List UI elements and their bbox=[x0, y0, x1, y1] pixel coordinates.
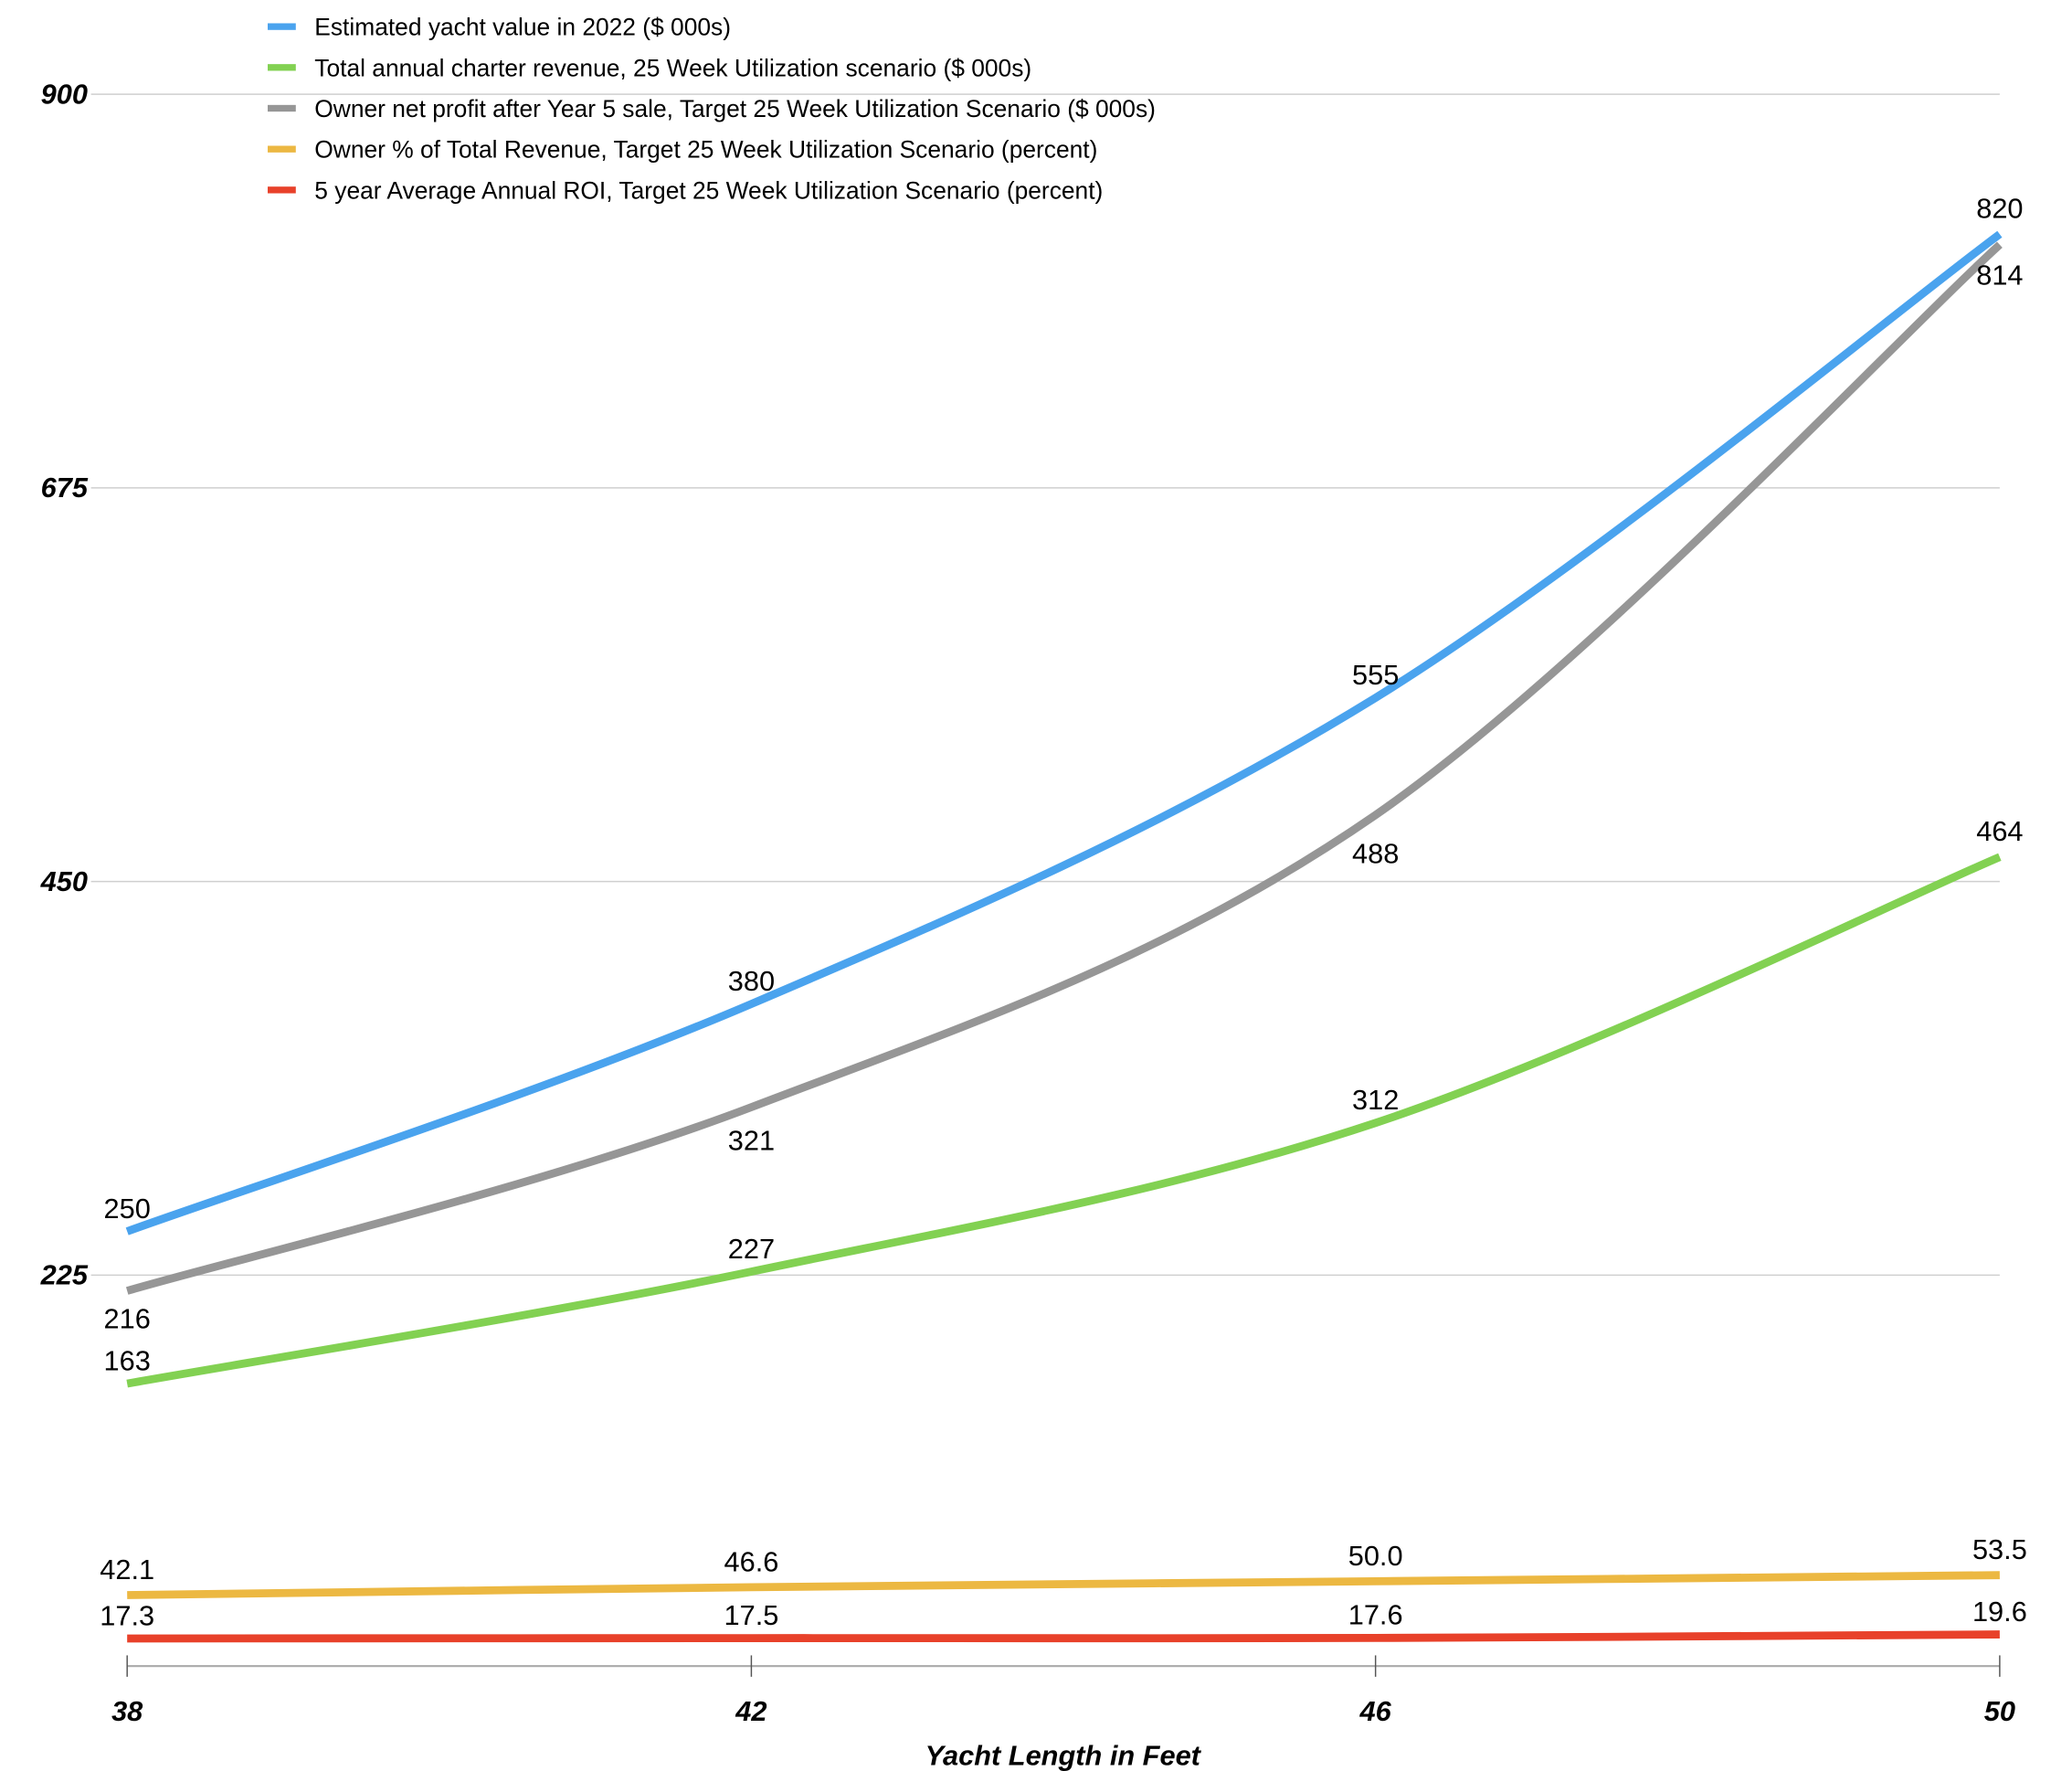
y-tick-label: 675 bbox=[41, 472, 89, 504]
series-line-4 bbox=[127, 1571, 2000, 1599]
x-axis-title: Yacht Length in Feet bbox=[925, 1740, 1202, 1771]
x-tick-label: 46 bbox=[1359, 1695, 1392, 1727]
series-line-1 bbox=[125, 230, 2003, 1235]
series-line-2 bbox=[126, 853, 2002, 1388]
legend-entry-3: Owner net profit after Year 5 sale, Targ… bbox=[314, 95, 1156, 122]
legend-swatch-4 bbox=[268, 145, 296, 153]
legend: Estimated yacht value in 2022 ($ 000s) To… bbox=[268, 14, 1156, 204]
data-label: 17.5 bbox=[724, 1599, 778, 1631]
data-label: 814 bbox=[1976, 260, 2023, 292]
data-label: 321 bbox=[728, 1124, 775, 1156]
data-labels: 250 380 555 820 163 227 312 464 216 321 488 814 42.1… bbox=[100, 193, 2027, 1632]
legend-swatch-2 bbox=[268, 64, 296, 71]
y-tick-label: 900 bbox=[41, 78, 88, 110]
data-label: 216 bbox=[104, 1303, 151, 1335]
legend-entry-5: 5 year Average Annual ROI, Target 25 Wee… bbox=[314, 176, 1103, 204]
data-label: 42.1 bbox=[100, 1554, 154, 1585]
data-label: 820 bbox=[1976, 193, 2023, 225]
data-label: 312 bbox=[1352, 1084, 1399, 1116]
data-label: 19.6 bbox=[1972, 1596, 2027, 1628]
legend-entry-1: Estimated yacht value in 2022 ($ 000s) bbox=[314, 14, 731, 41]
data-label: 163 bbox=[104, 1344, 151, 1376]
legend-entry-2: Total annual charter revenue, 25 Week Ut… bbox=[314, 54, 1031, 81]
y-axis: 225 450 675 900 bbox=[40, 78, 89, 1290]
x-tick-label: 38 bbox=[111, 1695, 143, 1727]
data-label: 250 bbox=[104, 1193, 151, 1225]
legend-swatch-1 bbox=[268, 23, 296, 30]
data-label: 17.3 bbox=[100, 1599, 154, 1631]
x-axis: 38 42 46 50 bbox=[111, 1655, 2015, 1727]
gridlines bbox=[90, 93, 2000, 1277]
data-label: 50.0 bbox=[1348, 1540, 1403, 1572]
data-label: 17.6 bbox=[1348, 1599, 1403, 1631]
y-tick-label: 450 bbox=[40, 865, 88, 897]
series-lines bbox=[125, 230, 2003, 1643]
legend-swatch-5 bbox=[268, 186, 296, 194]
x-tick-label: 50 bbox=[1984, 1695, 2015, 1727]
data-label: 555 bbox=[1352, 659, 1399, 691]
data-label: 53.5 bbox=[1972, 1533, 2027, 1565]
data-label: 464 bbox=[1976, 815, 2023, 847]
x-tick-label: 42 bbox=[735, 1695, 766, 1727]
data-label: 488 bbox=[1352, 838, 1399, 870]
legend-swatch-3 bbox=[268, 104, 296, 112]
legend-entry-4: Owner % of Total Revenue, Target 25 Week… bbox=[314, 136, 1097, 164]
data-label: 227 bbox=[728, 1233, 775, 1265]
series-line-5 bbox=[127, 1630, 2000, 1643]
y-tick-label: 225 bbox=[40, 1259, 89, 1291]
data-label: 46.6 bbox=[724, 1545, 778, 1577]
data-label: 380 bbox=[728, 965, 775, 997]
series-line-3 bbox=[125, 241, 2003, 1295]
